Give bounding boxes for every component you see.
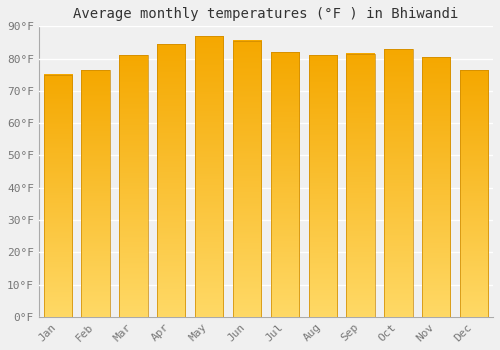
Bar [422, 57, 450, 317]
Bar [270, 52, 299, 317]
Title: Average monthly temperatures (°F ) in Bhiwandi: Average monthly temperatures (°F ) in Bh… [74, 7, 458, 21]
Bar [308, 55, 337, 317]
Bar [346, 54, 375, 317]
Bar [195, 36, 224, 317]
Bar [82, 70, 110, 317]
Bar [233, 41, 261, 317]
Bar [157, 44, 186, 317]
Bar [384, 49, 412, 317]
Bar [119, 55, 148, 317]
Bar [44, 75, 72, 317]
Bar [460, 70, 488, 317]
